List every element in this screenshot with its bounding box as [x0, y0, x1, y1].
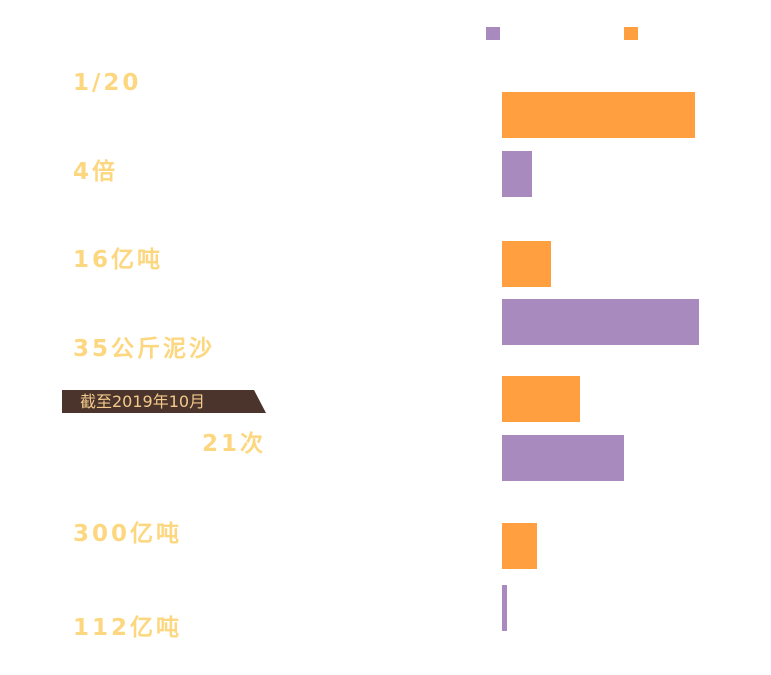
bars [502, 92, 699, 631]
label-1-20: 1/20 [73, 70, 142, 96]
legend [486, 27, 638, 40]
label-35-kg-sediment: 35公斤泥沙 [73, 336, 216, 362]
bar-purple-2 [502, 151, 532, 197]
date-ribbon-text: 截至2019年10月 [80, 392, 206, 411]
label-16-billion-tons: 16亿吨 [73, 247, 164, 273]
label-300-billion-tons: 300亿吨 [73, 521, 183, 547]
label-112-billion-tons: 112亿吨 [73, 615, 183, 641]
bar-purple-6 [502, 585, 507, 631]
label-4-times: 4倍 [73, 159, 119, 185]
legend-swatch-2 [624, 27, 638, 40]
bar-orange-1 [502, 92, 695, 138]
bar-purple-4 [502, 299, 699, 345]
bar-orange-5 [502, 376, 580, 422]
legend-swatch-1 [486, 27, 500, 40]
date-ribbon [62, 390, 266, 413]
bar-orange-3 [502, 241, 551, 287]
bar-orange-7 [502, 523, 537, 569]
label-21-times: 21次 [202, 431, 267, 457]
bar-purple-5 [502, 435, 624, 481]
